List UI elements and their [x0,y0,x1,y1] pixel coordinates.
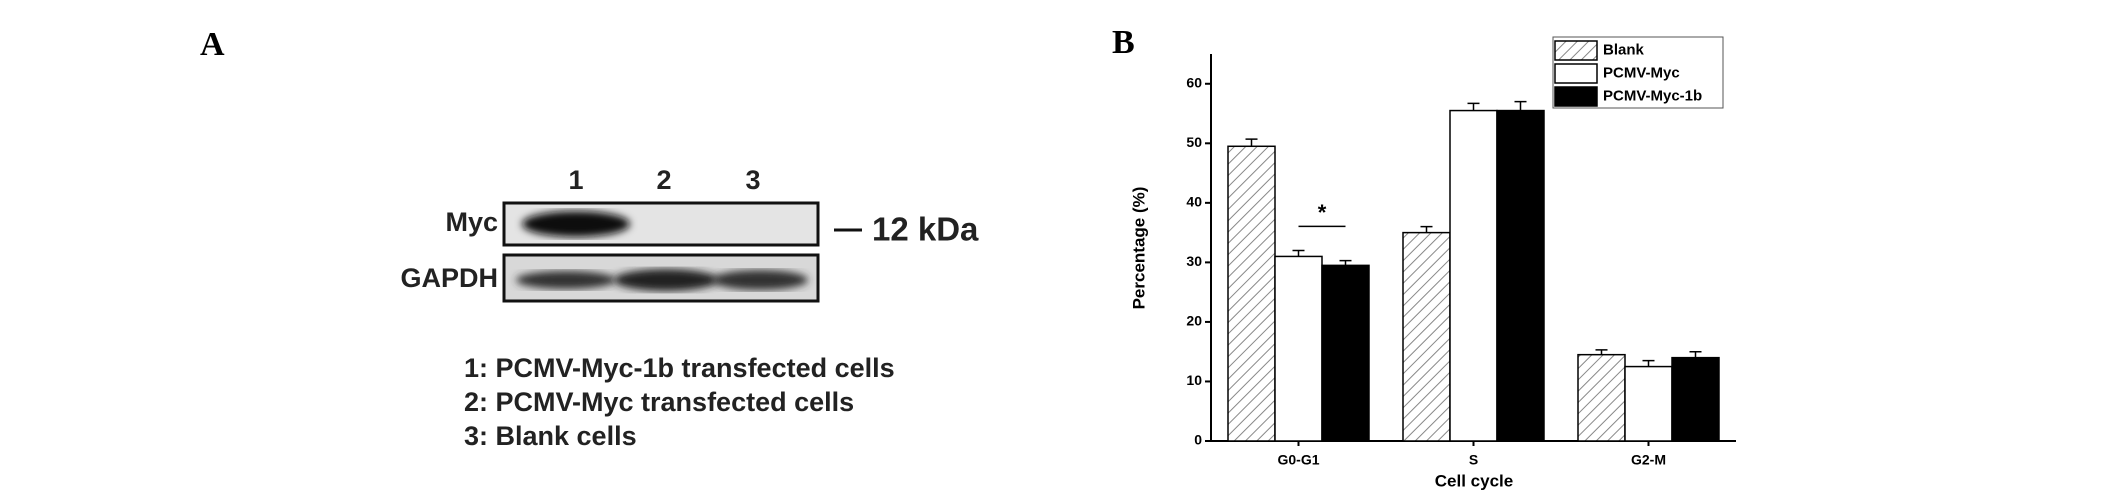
y-axis-label: Percentage (%) [1129,187,1148,310]
bar [1321,264,1370,442]
legend-label: Blank [1603,41,1645,58]
bar [1624,365,1673,442]
y-tick-label: 40 [1186,194,1202,210]
row-label: Myc [445,207,498,237]
bar [1402,231,1451,442]
bar [1577,353,1626,442]
bar [1274,255,1323,442]
bar [1671,356,1720,442]
y-tick-label: 10 [1186,372,1202,388]
error-bar [1514,100,1527,111]
lane-label: 2 [656,165,671,195]
legend-label: PCMV-Myc-1b [1603,87,1702,104]
y-tick-label: 60 [1186,74,1202,90]
error-bar [1595,349,1608,355]
blot-legend: 1: PCMV-Myc-1b transfected cells [464,353,895,383]
row-label: GAPDH [400,263,498,293]
panel-label: B [1112,24,1135,61]
error-bar [1420,225,1433,233]
bar [1227,145,1276,442]
error-bar [1339,259,1352,266]
blot-legend: 3: Blank cells [464,421,637,451]
x-tick-label: G0-G1 [1277,452,1319,468]
x-tick-label: S [1469,452,1478,468]
y-tick-label: 30 [1186,253,1202,269]
y-tick-label: 20 [1186,313,1202,329]
annotation: * [1318,200,1327,225]
error-bar [1642,359,1655,367]
y-tick-label: 0 [1194,432,1202,448]
lane-label: 1 [568,165,583,195]
y-tick-label: 50 [1186,134,1202,150]
error-bar [1467,102,1480,111]
bar [1449,109,1498,442]
marker-label: 12 kDa [872,211,979,248]
lane-label: 3 [745,165,760,195]
error-bar [1689,350,1702,358]
legend-swatch [1554,40,1598,61]
legend-label: PCMV-Myc [1603,64,1680,81]
x-tick-label: G2-M [1631,452,1666,468]
error-bar [1292,249,1305,257]
panel-label: A [200,26,225,63]
bar [1496,109,1545,442]
legend-swatch [1554,63,1598,84]
legend-swatch [1554,86,1598,107]
blot [502,201,862,303]
error-bar [1245,138,1258,147]
x-axis-label: Cell cycle [1435,471,1513,490]
blot-legend: 2: PCMV-Myc transfected cells [464,387,854,417]
